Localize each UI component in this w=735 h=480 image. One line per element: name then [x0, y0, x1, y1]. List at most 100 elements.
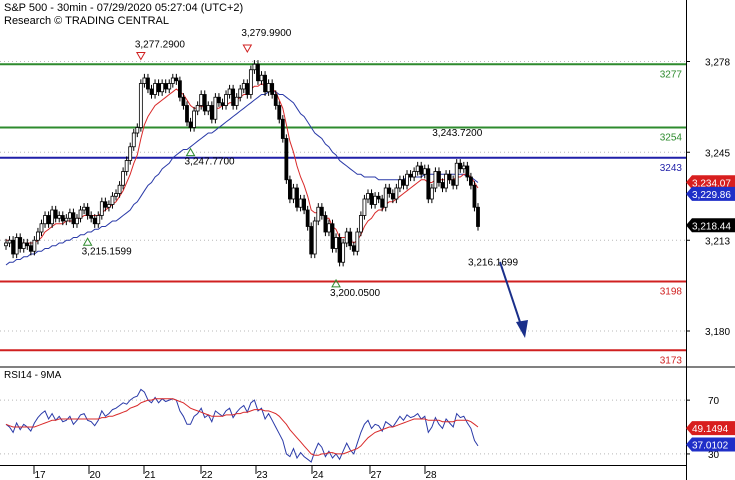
candle-body: [124, 160, 129, 172]
candle-body: [273, 94, 278, 106]
candle-body: [234, 96, 239, 106]
trough-marker: [331, 278, 341, 288]
candle-body: [50, 209, 55, 225]
candle-body: [408, 173, 413, 178]
rsi-badge-text: 37.0102: [692, 441, 729, 452]
candle-body: [128, 146, 133, 161]
rsi-badge-text: 49.1494: [692, 424, 729, 435]
candle-body: [330, 223, 335, 249]
level-label: 3198: [660, 287, 683, 298]
candle-body: [426, 168, 431, 200]
candle-body: [241, 83, 246, 90]
candle-body: [160, 83, 165, 93]
candle-body: [348, 231, 353, 247]
horizontal-levels: 3277 3254 3243 3198 3173: [0, 63, 686, 366]
candle-body: [39, 223, 44, 233]
candle-body: [78, 209, 83, 219]
candle-body: [117, 184, 122, 194]
candle-body: [46, 215, 51, 225]
candle-body: [7, 239, 12, 244]
time-tick-label: 20: [89, 470, 101, 480]
trough-marker: [185, 147, 196, 157]
time-tick-label: 22: [201, 470, 213, 480]
candle-body: [358, 215, 363, 233]
candle-body: [451, 179, 456, 186]
candle-body: [252, 63, 257, 71]
candle-body: [71, 212, 76, 225]
price-badge-shape: [686, 175, 735, 190]
candle-body: [327, 223, 331, 233]
candle-body: [11, 239, 15, 255]
rsi-panel-label: RSI14 - 9MA: [4, 370, 62, 381]
candle-body: [461, 165, 466, 170]
candle-body: [138, 83, 143, 128]
candle-body: [270, 83, 275, 95]
price-tick-label: 3,278: [705, 58, 730, 69]
price-badges: 3,234.073,229.86 3,218.44 49.1494 37.0102: [686, 175, 735, 452]
candle-body: [415, 165, 420, 172]
candle-body: [167, 83, 172, 90]
candle-body: [177, 80, 182, 98]
annotation-label: 3,200.0500: [330, 288, 380, 299]
candle-body: [344, 231, 349, 244]
candle-body: [224, 94, 228, 106]
candle-body: [135, 127, 140, 134]
candle-body: [131, 132, 136, 148]
candle-body: [383, 187, 388, 208]
level-label: 3173: [660, 355, 683, 366]
candle-body: [199, 94, 204, 106]
candle-body: [153, 83, 157, 95]
candle-body: [387, 187, 392, 194]
annotation-label: 3,243.7200: [432, 128, 482, 139]
candle-body: [373, 195, 377, 205]
candle-body: [376, 195, 381, 200]
annotation-label: 3,247.7700: [185, 157, 235, 168]
price-badge-text: 3,218.44: [692, 221, 731, 232]
candle-body: [25, 242, 30, 247]
trough-marker: [82, 237, 93, 246]
price-tick-label: 3,245: [705, 148, 730, 159]
peak-marker: [135, 51, 146, 61]
candle-body: [422, 168, 427, 175]
time-tick-label: 23: [256, 470, 268, 480]
candle-body: [163, 83, 168, 90]
candle-body: [465, 165, 470, 178]
candle-body: [298, 198, 303, 208]
candle-body: [351, 245, 356, 252]
candle-body: [401, 179, 406, 186]
candle-body: [89, 215, 94, 219]
candle-body: [14, 237, 19, 255]
candlesticks: [4, 60, 480, 267]
candle-body: [43, 215, 47, 225]
time-tick-label: 27: [370, 470, 382, 480]
annotation-label: 3,215.1599: [82, 246, 132, 257]
candle-body: [319, 206, 324, 216]
candle-body: [433, 171, 438, 189]
candle-body: [337, 237, 342, 263]
candle-body: [472, 184, 477, 208]
candle-body: [156, 83, 161, 93]
price-badge-text: 3,234.07: [692, 178, 731, 189]
price-badge-text: 3,229.86: [692, 190, 731, 201]
price-tick-label: 3,213: [705, 236, 730, 247]
annotations: 3,277.2900 3,279.9900 3,247.7700 3,243.7200…: [82, 28, 519, 299]
candle-body: [121, 171, 126, 186]
axis-labels: 3,278 3,245 3,213 3,180 70 30 17 20 21 22 23 24 27 28: [33, 58, 730, 480]
candle-body: [366, 193, 370, 200]
candle-body: [323, 215, 328, 233]
time-tick-label: 21: [144, 470, 156, 480]
candle-body: [362, 198, 367, 216]
annotation-label: 3,216.1699: [468, 258, 518, 269]
candle-body: [405, 173, 409, 186]
time-tick-label: 24: [312, 470, 324, 480]
candle-body: [469, 176, 473, 186]
candle-body: [444, 173, 448, 189]
candle-body: [149, 88, 154, 95]
candle-body: [227, 88, 232, 95]
candle-body: [32, 239, 37, 252]
candle-body: [142, 77, 147, 84]
candle-body: [231, 88, 236, 106]
price-badge-shape: [686, 186, 735, 201]
peak-marker: [242, 44, 253, 54]
